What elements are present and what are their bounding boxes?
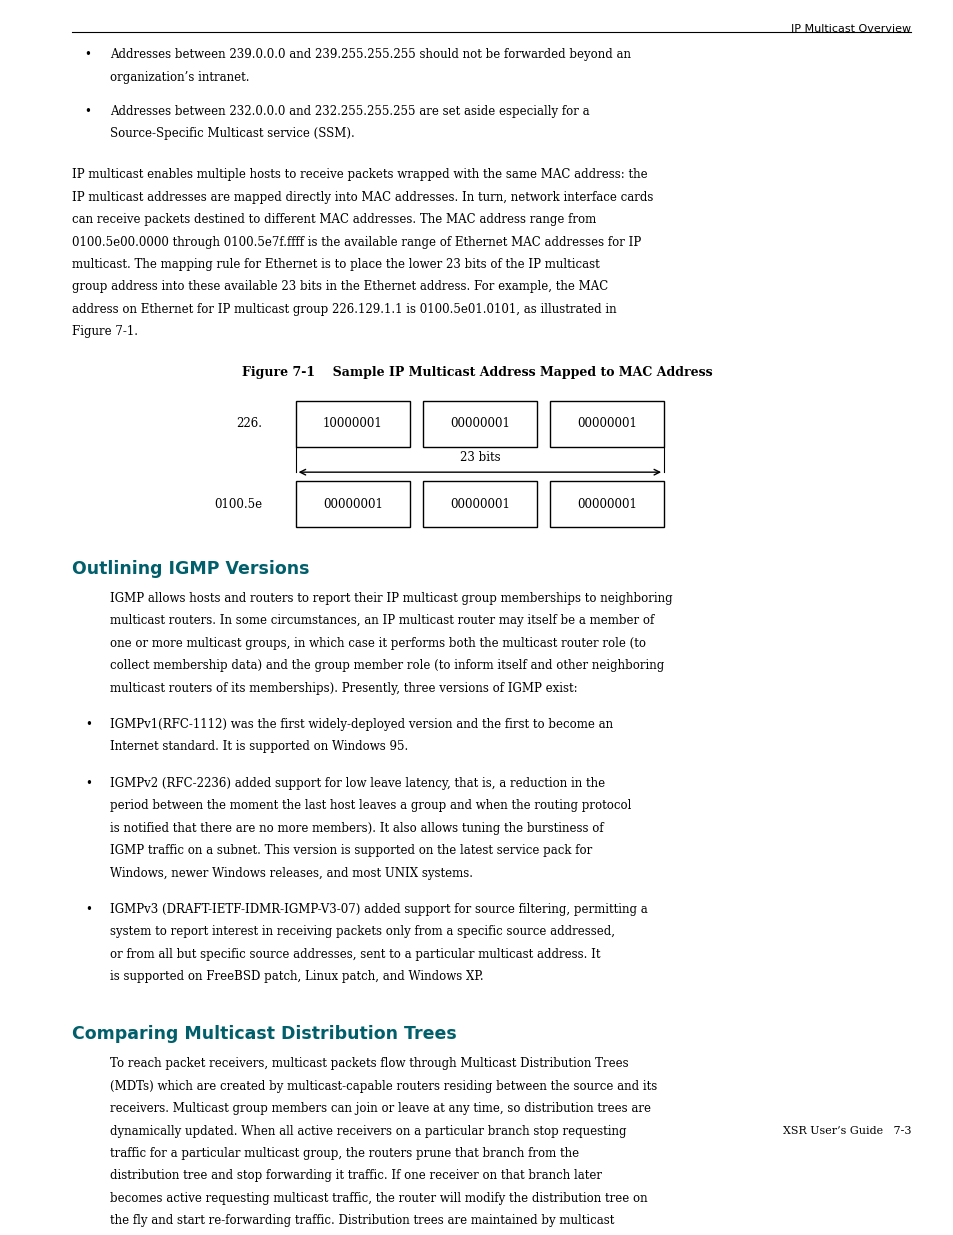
- Text: IP Multicast Overview: IP Multicast Overview: [790, 25, 910, 35]
- Text: is supported on FreeBSD patch, Linux patch, and Windows XP.: is supported on FreeBSD patch, Linux pat…: [110, 971, 483, 983]
- Text: Outlining IGMP Versions: Outlining IGMP Versions: [71, 559, 309, 578]
- Text: group address into these available 23 bits in the Ethernet address. For example,: group address into these available 23 bi…: [71, 280, 607, 294]
- Text: can receive packets destined to different MAC addresses. The MAC address range f: can receive packets destined to differen…: [71, 214, 596, 226]
- Text: collect membership data) and the group member role (to inform itself and other n: collect membership data) and the group m…: [110, 659, 663, 672]
- Text: becomes active requesting multicast traffic, the router will modify the distribu: becomes active requesting multicast traf…: [110, 1192, 647, 1205]
- Text: •: •: [85, 903, 91, 916]
- Text: 0100.5e: 0100.5e: [214, 498, 262, 511]
- Text: •: •: [85, 777, 91, 789]
- Text: IP multicast addresses are mapped directly into MAC addresses. In turn, network : IP multicast addresses are mapped direct…: [71, 190, 652, 204]
- Text: dynamically updated. When all active receivers on a particular branch stop reque: dynamically updated. When all active rec…: [110, 1125, 625, 1137]
- Text: or from all but specific source addresses, sent to a particular multicast addres: or from all but specific source addresse…: [110, 947, 599, 961]
- Text: 00000001: 00000001: [323, 498, 382, 511]
- Text: distribution tree and stop forwarding it traffic. If one receiver on that branch: distribution tree and stop forwarding it…: [110, 1170, 601, 1182]
- Text: Source-Specific Multicast service (SSM).: Source-Specific Multicast service (SSM).: [110, 127, 355, 141]
- Text: IGMPv3 (DRAFT-IETF-IDMR-IGMP-V3-07) added support for source filtering, permitti: IGMPv3 (DRAFT-IETF-IDMR-IGMP-V3-07) adde…: [110, 903, 647, 916]
- Text: •: •: [84, 105, 91, 117]
- Text: one or more multicast groups, in which case it performs both the multicast route: one or more multicast groups, in which c…: [110, 637, 645, 650]
- Text: 226.: 226.: [236, 417, 262, 430]
- Text: Windows, newer Windows releases, and most UNIX systems.: Windows, newer Windows releases, and mos…: [110, 867, 473, 879]
- Text: the fly and start re-forwarding traffic. Distribution trees are maintained by mu: the fly and start re-forwarding traffic.…: [110, 1214, 614, 1228]
- Text: period between the moment the last host leaves a group and when the routing prot: period between the moment the last host …: [110, 799, 631, 813]
- Text: IGMPv1(RFC-1112) was the first widely-deployed version and the first to become a: IGMPv1(RFC-1112) was the first widely-de…: [110, 718, 612, 731]
- Bar: [295, 482, 410, 527]
- Text: To reach packet receivers, multicast packets flow through Multicast Distribution: To reach packet receivers, multicast pac…: [110, 1057, 628, 1071]
- Text: address on Ethernet for IP multicast group 226.129.1.1 is 0100.5e01.0101, as ill: address on Ethernet for IP multicast gro…: [71, 303, 616, 316]
- Bar: [295, 401, 410, 447]
- Text: multicast routers. In some circumstances, an IP multicast router may itself be a: multicast routers. In some circumstances…: [110, 614, 653, 627]
- Text: XSR User’s Guide   7-3: XSR User’s Guide 7-3: [781, 1126, 910, 1136]
- Text: IGMP allows hosts and routers to report their IP multicast group memberships to : IGMP allows hosts and routers to report …: [110, 592, 672, 605]
- Text: IGMP traffic on a subnet. This version is supported on the latest service pack f: IGMP traffic on a subnet. This version i…: [110, 845, 592, 857]
- Text: 23 bits: 23 bits: [459, 451, 499, 464]
- Text: multicast routers of its memberships). Presently, three versions of IGMP exist:: multicast routers of its memberships). P…: [110, 682, 577, 695]
- Text: organization’s intranet.: organization’s intranet.: [110, 70, 249, 84]
- Text: is notified that there are no more members). It also allows tuning the burstines: is notified that there are no more membe…: [110, 821, 602, 835]
- Text: 00000001: 00000001: [450, 417, 509, 430]
- Text: IP multicast enables multiple hosts to receive packets wrapped with the same MAC: IP multicast enables multiple hosts to r…: [71, 168, 646, 182]
- Text: Addresses between 239.0.0.0 and 239.255.255.255 should not be forwarded beyond a: Addresses between 239.0.0.0 and 239.255.…: [110, 48, 630, 62]
- Text: Internet standard. It is supported on Windows 95.: Internet standard. It is supported on Wi…: [110, 741, 408, 753]
- Text: •: •: [85, 718, 91, 731]
- Text: traffic for a particular multicast group, the routers prune that branch from the: traffic for a particular multicast group…: [110, 1147, 578, 1160]
- Text: Figure 7-1.: Figure 7-1.: [71, 325, 137, 338]
- Text: 00000001: 00000001: [577, 498, 636, 511]
- Text: Addresses between 232.0.0.0 and 232.255.255.255 are set aside especially for a: Addresses between 232.0.0.0 and 232.255.…: [110, 105, 589, 117]
- Text: •: •: [84, 48, 91, 62]
- Text: (MDTs) which are created by multicast-capable routers residing between the sourc: (MDTs) which are created by multicast-ca…: [110, 1079, 657, 1093]
- Text: multicast. The mapping rule for Ethernet is to place the lower 23 bits of the IP: multicast. The mapping rule for Ethernet…: [71, 258, 598, 270]
- Text: 0100.5e00.0000 through 0100.5e7f.ffff is the available range of Ethernet MAC add: 0100.5e00.0000 through 0100.5e7f.ffff is…: [71, 236, 640, 248]
- Bar: [422, 401, 537, 447]
- Bar: [549, 401, 663, 447]
- Text: 00000001: 00000001: [577, 417, 636, 430]
- Text: IGMPv2 (RFC-2236) added support for low leave latency, that is, a reduction in t: IGMPv2 (RFC-2236) added support for low …: [110, 777, 604, 789]
- Text: Figure 7-1    Sample IP Multicast Address Mapped to MAC Address: Figure 7-1 Sample IP Multicast Address M…: [241, 367, 712, 379]
- Text: Comparing Multicast Distribution Trees: Comparing Multicast Distribution Trees: [71, 1025, 456, 1042]
- Text: receivers. Multicast group members can join or leave at any time, so distributio: receivers. Multicast group members can j…: [110, 1102, 650, 1115]
- Text: system to report interest in receiving packets only from a specific source addre: system to report interest in receiving p…: [110, 925, 614, 939]
- Bar: [422, 482, 537, 527]
- Text: 00000001: 00000001: [450, 498, 509, 511]
- Bar: [549, 482, 663, 527]
- Text: 10000001: 10000001: [323, 417, 382, 430]
